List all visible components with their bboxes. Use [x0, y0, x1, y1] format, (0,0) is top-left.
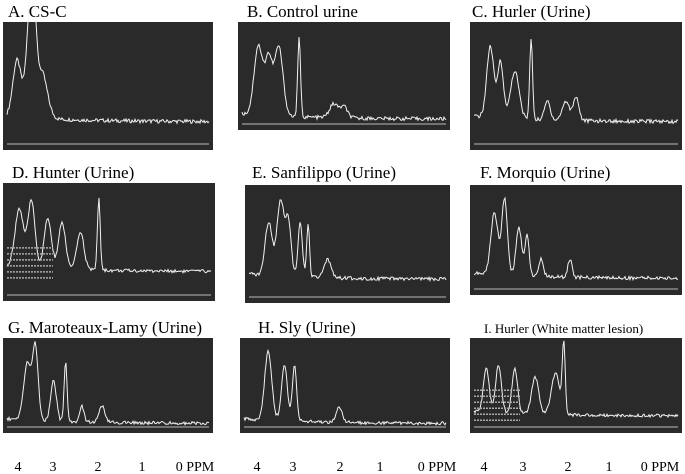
spectrum-panel	[3, 183, 215, 301]
ppm-label: 2	[95, 460, 102, 474]
panel-title: B. Control urine	[247, 2, 358, 21]
ppm-label: 0 PPM	[418, 460, 457, 474]
ppm-label: 0 PPM	[641, 460, 680, 474]
spectrum-trace	[6, 341, 210, 427]
panel-title: F. Morquio (Urine)	[480, 163, 610, 182]
panel-title: I. Hurler (White matter lesion)	[484, 321, 643, 336]
spectrum-trace	[6, 197, 212, 274]
ppm-label: 3	[520, 460, 527, 474]
spectrum-panel	[3, 22, 213, 150]
ppm-label: 2	[565, 460, 572, 474]
panel-title: A. CS-C	[8, 2, 67, 21]
panel-title: G. Maroteaux-Lamy (Urine)	[8, 318, 202, 337]
panel-title: C. Hurler (Urine)	[472, 2, 591, 21]
ppm-label: 1	[139, 460, 146, 474]
spectrum-trace	[6, 0, 210, 125]
spectrum-panel	[245, 185, 450, 303]
panel-title: H. Sly (Urine)	[258, 318, 356, 337]
spectrum-trace	[473, 39, 679, 125]
spectrum-trace	[248, 199, 447, 283]
spectrum-panel	[470, 22, 682, 150]
ppm-label: 0 PPM	[176, 460, 215, 474]
spectrum-trace	[473, 340, 679, 419]
panel-title: E. Sanfilippo (Urine)	[252, 163, 396, 182]
spectrum-panel	[240, 338, 450, 433]
ppm-label: 3	[50, 460, 57, 474]
spectrum-trace	[241, 36, 447, 122]
spectrum-panel	[238, 22, 450, 130]
spectrum-trace	[473, 196, 679, 282]
ppm-label: 1	[606, 460, 613, 474]
ppm-label: 1	[377, 460, 384, 474]
ppm-label: 3	[290, 460, 297, 474]
spectrum-panel	[470, 338, 682, 433]
ppm-label: 4	[15, 460, 22, 474]
ppm-label: 4	[254, 460, 261, 474]
panel-title: D. Hunter (Urine)	[12, 163, 134, 182]
ppm-label: 4	[481, 460, 488, 474]
spectrum-panel	[3, 338, 213, 433]
ppm-label: 2	[337, 460, 344, 474]
spectrum-trace	[243, 348, 447, 426]
